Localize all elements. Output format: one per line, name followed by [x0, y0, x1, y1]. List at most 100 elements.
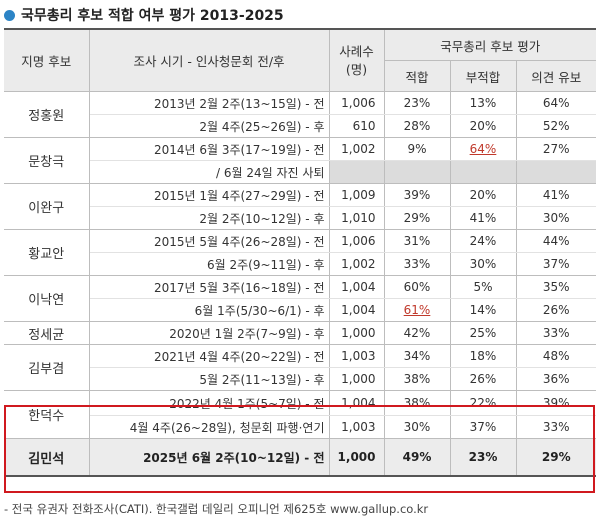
reserve-pct: 29% [516, 438, 596, 477]
reserve-pct: 37% [516, 252, 596, 276]
sample-size: 1,004 [329, 298, 385, 322]
candidate-name: 정홍원 [4, 91, 90, 138]
survey-period: 2015년 5월 4주(26~28일) - 전 [89, 229, 330, 253]
survey-period: 2월 4주(25~26일) - 후 [89, 114, 330, 138]
fit-pct: 23% [384, 91, 451, 115]
reserve-pct: 33% [516, 415, 596, 439]
page-title: 국무총리 후보 적합 여부 평가 2013-2025 [4, 4, 284, 26]
table-row: 5월 2주(11~13일) - 후 1,000 38% 26% 36% [4, 367, 596, 391]
sample-size: 1,006 [329, 229, 385, 253]
unfit-pct: 23% [450, 438, 517, 477]
reserve-pct: 27% [516, 137, 596, 161]
survey-period: 2월 2주(10~12일) - 후 [89, 206, 330, 230]
survey-period: 2017년 5월 3주(16~18일) - 전 [89, 275, 330, 299]
table-row: 정홍원 2013년 2월 2주(13~15일) - 전 1,006 23% 13… [4, 91, 596, 138]
candidate-name: 정세균 [4, 321, 90, 345]
candidate-name: 한덕수 [4, 390, 90, 439]
table-row: 황교안 2015년 5월 4주(26~28일) - 전 1,006 31% 24… [4, 229, 596, 276]
table-row: 문창극 2014년 6월 3주(17~19일) - 전 1,002 9% 64%… [4, 137, 596, 184]
survey-period: 6월 2주(9~11일) - 후 [89, 252, 330, 276]
table-row: 김부겸 2021년 4월 4주(20~22일) - 전 1,003 34% 18… [4, 344, 596, 391]
sample-size: 1,000 [329, 367, 385, 391]
candidate-name: 이완구 [4, 183, 90, 230]
header-period: 조사 시기 - 인사청문회 전/후 [89, 29, 330, 92]
candidate-name: 김민석 [4, 438, 90, 477]
survey-period: 2015년 1월 4주(27~29일) - 전 [89, 183, 330, 207]
unfit-pct: 24% [450, 229, 517, 253]
fit-pct: 31% [384, 229, 451, 253]
poll-table: 지명 후보 조사 시기 - 인사청문회 전/후 사례수 (명) 국무총리 후보 … [4, 28, 596, 477]
unfit-pct: 18% [450, 344, 517, 368]
unfit-pct: 14% [450, 298, 517, 322]
unfit-pct: 20% [450, 183, 517, 207]
candidate-name: 문창극 [4, 137, 90, 184]
reserve-pct [516, 160, 596, 184]
header-reserve: 의견 유보 [516, 60, 596, 92]
fit-pct: 49% [384, 438, 451, 477]
unfit-pct: 26% [450, 367, 517, 391]
reserve-pct: 52% [516, 114, 596, 138]
reserve-pct: 30% [516, 206, 596, 230]
table-row: 6월 2주(9~11일) - 후 1,002 33% 30% 37% [4, 252, 596, 276]
survey-period: 2021년 4월 4주(20~22일) - 전 [89, 344, 330, 368]
table-row: 이낙연 2017년 5월 3주(16~18일) - 전 1,004 60% 5%… [4, 275, 596, 322]
table-row: 이완구 2015년 1월 4주(27~29일) - 전 1,009 39% 20… [4, 183, 596, 230]
sample-size [329, 160, 385, 184]
sample-size: 1,004 [329, 390, 385, 416]
fit-pct: 28% [384, 114, 451, 138]
survey-period: 2014년 6월 3주(17~19일) - 전 [89, 137, 330, 161]
sample-size: 1,006 [329, 91, 385, 115]
reserve-pct: 64% [516, 91, 596, 115]
header-fit: 적합 [384, 60, 451, 92]
reserve-pct: 35% [516, 275, 596, 299]
sample-size: 1,010 [329, 206, 385, 230]
fit-pct: 29% [384, 206, 451, 230]
sample-size: 1,000 [329, 321, 385, 345]
candidate-name: 황교안 [4, 229, 90, 276]
resignation-note: / 6월 24일 자진 사퇴 [89, 160, 330, 184]
sample-size: 1,002 [329, 137, 385, 161]
fit-pct: 38% [384, 367, 451, 391]
bullet-dot-icon [4, 9, 15, 21]
reserve-pct: 36% [516, 367, 596, 391]
unfit-pct: 30% [450, 252, 517, 276]
unfit-pct-cell: 64% [450, 137, 517, 161]
survey-period: 2025년 6월 2주(10~12일) - 전 [89, 438, 330, 477]
candidate-name: 김부겸 [4, 344, 90, 391]
unfit-pct: 20% [450, 114, 517, 138]
unfit-pct: 41% [450, 206, 517, 230]
table-row: 김민석 2025년 6월 2주(10~12일) - 전 1,000 49% 23… [4, 438, 596, 477]
sample-size: 1,003 [329, 344, 385, 368]
table-row: 6월 1주(5/30~6/1) - 후 1,004 61% 14% 26% [4, 298, 596, 322]
header-sample: 사례수 (명) [329, 29, 385, 92]
table-row: / 6월 24일 자진 사퇴 [4, 160, 596, 184]
unfit-pct: 64% [469, 142, 497, 156]
fit-pct-cell: 61% [384, 298, 451, 322]
unfit-pct: 13% [450, 91, 517, 115]
fit-pct [384, 160, 451, 184]
footnote: - 전국 유권자 전화조사(CATI). 한국갤럽 데일리 오피니언 제625호… [4, 502, 429, 516]
sample-size: 610 [329, 114, 385, 138]
sample-size: 1,003 [329, 415, 385, 439]
fit-pct: 38% [384, 390, 451, 416]
fit-pct: 39% [384, 183, 451, 207]
survey-period: 2022년 4월 1주(5~7일) - 전 [89, 390, 330, 416]
sample-size: 1,002 [329, 252, 385, 276]
table-row: 2월 4주(25~26일) - 후 610 28% 20% 52% [4, 114, 596, 138]
fit-pct: 60% [384, 275, 451, 299]
unfit-pct [450, 160, 517, 184]
sample-size: 1,009 [329, 183, 385, 207]
title-text: 국무총리 후보 적합 여부 평가 2013-2025 [21, 8, 284, 24]
survey-period: 2013년 2월 2주(13~15일) - 전 [89, 91, 330, 115]
survey-period: 5월 2주(11~13일) - 후 [89, 367, 330, 391]
reserve-pct: 48% [516, 344, 596, 368]
unfit-pct: 5% [450, 275, 517, 299]
fit-pct: 42% [384, 321, 451, 345]
survey-period: 4월 4주(26~28일), 청문회 파행·연기 [89, 415, 330, 439]
survey-period: 2020년 1월 2주(7~9일) - 후 [89, 321, 330, 345]
fit-pct: 61% [403, 303, 431, 317]
fit-pct: 33% [384, 252, 451, 276]
header-unfit: 부적합 [450, 60, 517, 92]
table-row: 한덕수 2022년 4월 1주(5~7일) - 전 1,004 38% 22% … [4, 390, 596, 439]
fit-pct: 30% [384, 415, 451, 439]
